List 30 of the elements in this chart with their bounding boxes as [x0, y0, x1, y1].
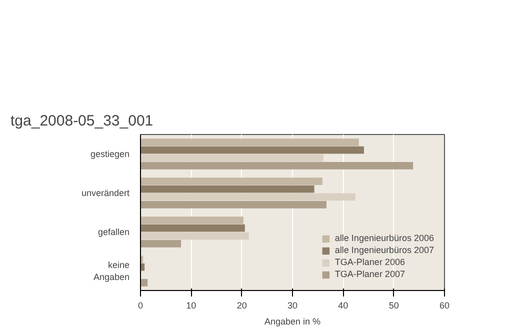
x-tick-label: 30: [287, 300, 298, 310]
x-tick-label: 0: [138, 300, 144, 310]
bar: [140, 278, 148, 286]
bar: [140, 200, 326, 208]
bar: [140, 178, 322, 186]
legend-label: alle Ingenieurbüros 2007: [334, 244, 434, 256]
bar: [140, 232, 249, 240]
x-tick-label: 60: [439, 300, 450, 310]
bar: [140, 146, 364, 154]
y-tick-label: unverändert: [81, 188, 130, 198]
bar: [140, 154, 324, 162]
bar: [140, 185, 314, 193]
x-tick-label: 20: [236, 300, 247, 310]
legend-label: TGA-Planer 2006: [334, 256, 405, 268]
bar: [140, 162, 414, 170]
y-tick-label: gestiegen: [90, 149, 130, 159]
legend-label: alle Ingenieurbüros 2006: [334, 232, 434, 244]
x-tick-label: 10: [186, 300, 196, 310]
bar: [140, 193, 356, 201]
chart-title: tga_2008-05_33_001: [10, 112, 154, 130]
y-tick-label: keine Angaben: [93, 260, 130, 282]
x-axis-title: Angaben in %: [264, 316, 321, 326]
bar: [140, 216, 244, 224]
x-tick-label: 50: [388, 300, 399, 310]
bar: [140, 240, 182, 248]
y-tick-label: gefallen: [98, 227, 130, 237]
x-tick-label: 40: [338, 300, 348, 310]
bar: [140, 224, 245, 232]
bar: [140, 138, 359, 146]
legend-label: TGA-Planer 2007: [334, 268, 405, 280]
